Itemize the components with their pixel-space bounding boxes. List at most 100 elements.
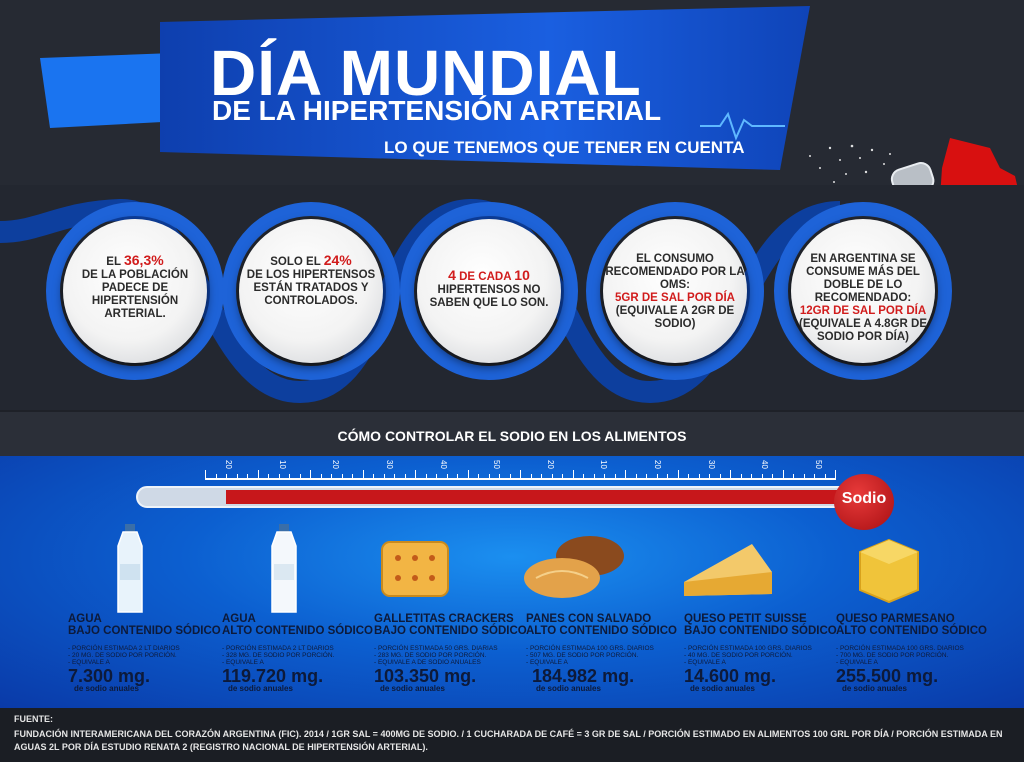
thermometer-tick [667, 474, 668, 480]
parmesan-icon [859, 538, 919, 604]
thermometer-scale-label: 30 [706, 460, 716, 469]
fact-card-5 [791, 219, 935, 363]
food-name-water-high: AGUA ALTO CONTENIDO SÓDICO [222, 613, 373, 637]
food-notes-bread: - PORCIÓN ESTIMADA 100 GRS. DIARIOS - 507… [526, 645, 654, 666]
thermometer-tick [740, 474, 742, 480]
food-name-parmesan: QUESO PARMESANO ALTO CONTENIDO SÓDICO [836, 613, 987, 637]
food-value-crackers: 103.350 mg. [374, 666, 477, 686]
section-header [0, 412, 1024, 456]
food-unit-parmesan: de sodio anuales [842, 684, 907, 693]
page-tagline: LO QUE TENEMOS QUE TENER EN CUENTA [384, 138, 745, 157]
food-unit-water-low: de sodio anuales [74, 684, 139, 693]
page-title: DÍA MUNDIAL [210, 37, 642, 109]
food-notes-crackers: - PORCIÓN ESTIMADA 50 GRS. DIARIAS - 283 … [374, 645, 498, 666]
thermometer-tick [268, 474, 269, 480]
food-value-bread: 184.982 mg. [532, 666, 635, 686]
food-value-water-high: 119.720 mg. [222, 666, 324, 686]
thermometer-tick [751, 474, 752, 480]
thermometer-scale-label: 20 [545, 460, 555, 469]
thermometer-tick [289, 474, 290, 480]
thermometer-tick [415, 470, 416, 480]
thermometer-tick [509, 474, 511, 480]
thermometer-tick [551, 474, 553, 480]
thermometer-tick [824, 474, 826, 480]
thermometer-tick [331, 474, 332, 480]
thermometer-scale-label: 10 [277, 460, 287, 469]
thermometer-tick [814, 474, 815, 480]
food-value-water-low: 7.300 mg. [68, 666, 151, 686]
water-bottle-icon [117, 524, 143, 613]
thermometer-tick [478, 474, 479, 480]
thermometer-tick [719, 474, 721, 480]
food-notes-parmesan: - PORCIÓN ESTIMADA 100 GRS. DIARIOS - 700… [836, 645, 964, 666]
thermometer-tick [562, 474, 563, 480]
food-value-parmesan: 255.500 mg. [836, 666, 939, 686]
thermometer-tick [625, 470, 626, 480]
thermometer-scale-label: 30 [384, 460, 394, 469]
footer [0, 708, 1024, 762]
thermometer-label: Sodio [841, 490, 887, 507]
fact-text-4: EL CONSUMO RECOMENDADO POR LA OMS: 5GR D… [605, 253, 745, 330]
food-notes-petit-suisse: - PORCIÓN ESTIMADA 100 GRS. DIARIOS - 40 … [684, 645, 812, 666]
thermometer-tick [488, 474, 490, 480]
thermometer-tick [446, 474, 448, 480]
bread-icon [524, 536, 624, 598]
thermometer-tick [404, 474, 406, 480]
thermometer-tick [383, 474, 385, 480]
thermometer-tick [772, 474, 773, 480]
thermometer-tick [709, 474, 710, 480]
thermometer-scale-label: 40 [760, 460, 770, 469]
food-value-petit-suisse: 14.600 mg. [684, 666, 777, 686]
thermometer-tick [593, 474, 595, 480]
thermometer-scale-label: 40 [438, 460, 448, 469]
thermometer-tick [499, 474, 500, 480]
thermometer-scale-label: 10 [599, 460, 609, 469]
thermometer-tick [425, 474, 427, 480]
thermometer-tick [362, 470, 364, 480]
thermometer-tick [761, 474, 763, 480]
food-name-water-low: AGUA BAJO CONTENIDO SÓDICO [68, 613, 221, 637]
thermometer-tick [614, 474, 616, 480]
food-unit-petit-suisse: de sodio anuales [690, 684, 755, 693]
cheese-wedge-icon [684, 544, 772, 596]
thermometer-scale-label: 50 [492, 460, 502, 469]
thermometer-tick [341, 474, 343, 480]
fact-text-3: 4 DE CADA 10 HIPERTENSOS NO SABEN QUE LO… [429, 267, 549, 309]
thermometer-tick [730, 470, 731, 480]
food-unit-crackers: de sodio anuales [380, 684, 445, 693]
food-notes-water-high: - PORCIÓN ESTIMADA 2 LT DIARIOS - 328 MG.… [222, 645, 335, 666]
thermometer-tick [467, 470, 469, 480]
thermometer-tick [541, 474, 542, 480]
food-unit-bread: de sodio anuales [536, 684, 601, 693]
thermometer-tick [215, 474, 217, 480]
thermometer-tick [457, 474, 458, 480]
thermometer-tick [352, 474, 353, 480]
thermometer-tick [604, 474, 605, 480]
thermometer-tick [572, 470, 574, 480]
thermometer-tick [373, 474, 374, 480]
thermometer-tick [688, 474, 689, 480]
thermometer-bulb [834, 474, 894, 530]
thermometer-fill [226, 490, 846, 504]
food-name-petit-suisse: QUESO PETIT SUISSE BAJO CONTENIDO SÓDICO [684, 613, 837, 637]
footer-source-text: FUNDACIÓN INTERAMERICANA DEL CORAZÓN ARG… [14, 729, 1003, 752]
thermometer-scale-label: 20 [224, 460, 233, 469]
thermometer-tick [635, 474, 637, 480]
thermometer-tick [257, 470, 259, 480]
footer-label: FUENTE: [14, 714, 53, 724]
cracker-icon [381, 541, 449, 597]
page-subtitle: DE LA HIPERTENSIÓN ARTERIAL [212, 95, 662, 126]
fact-card-4 [603, 219, 747, 363]
thermometer-tick [394, 474, 395, 480]
thermometer-scale-label: 50 [814, 460, 823, 469]
fact-text-2: SOLO EL 24% DE LOS HIPERTENSOS ESTÁN TRA… [246, 252, 376, 307]
section-title: CÓMO CONTROLAR EL SODIO EN LOS ALIMENTOS [337, 428, 687, 444]
food-notes-water-low: - PORCIÓN ESTIMADA 2 LT DIARIOS - 20 MG. … [68, 645, 180, 666]
thermometer-tick [278, 474, 280, 480]
title-banner [40, 6, 810, 170]
thermometer-tick [299, 474, 301, 480]
thermometer-tick [520, 470, 521, 480]
fact-card-3 [417, 219, 561, 363]
thermometer-tick [436, 474, 437, 480]
thermometer-tick [782, 470, 784, 480]
